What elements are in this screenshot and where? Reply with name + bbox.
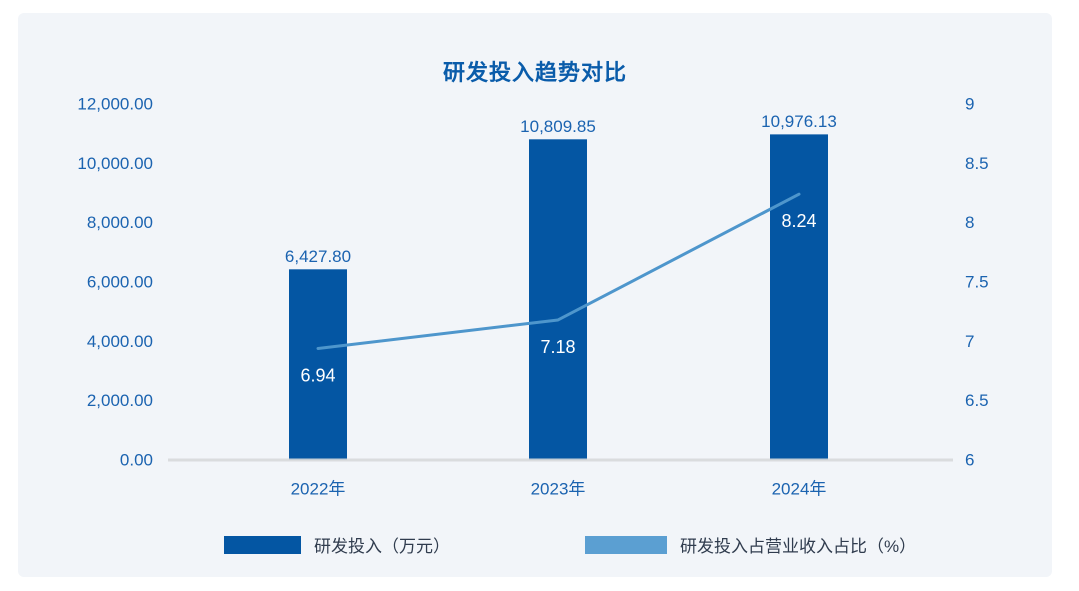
bar-value-label: 6,427.80 bbox=[285, 247, 351, 266]
x-axis-label-2023年: 2023年 bbox=[531, 480, 586, 499]
trend-line bbox=[316, 192, 801, 350]
legend-item-rd-investment[interactable]: 研发投入（万元） bbox=[224, 532, 450, 557]
line-value-label: 8.24 bbox=[781, 211, 816, 231]
chart-title: 研发投入趋势对比 bbox=[442, 60, 627, 85]
bar-value-label: 10,976.13 bbox=[761, 112, 837, 131]
left-axis-tick-label: 10,000.00 bbox=[77, 154, 153, 173]
line-value-label: 7.18 bbox=[540, 337, 575, 357]
left-axis-tick-label: 8,000.00 bbox=[87, 213, 153, 232]
right-axis-tick-label: 8 bbox=[965, 213, 974, 232]
bar-2024年 bbox=[770, 134, 828, 460]
left-axis-tick-label: 12,000.00 bbox=[77, 95, 153, 114]
line-value-label: 6.94 bbox=[300, 365, 335, 385]
right-axis-tick-label: 6.5 bbox=[965, 391, 989, 410]
bar-2023年 bbox=[529, 139, 587, 460]
legend-swatch-bar bbox=[224, 535, 301, 554]
left-axis-tick-label: 6,000.00 bbox=[87, 273, 153, 292]
bar-2022年 bbox=[289, 269, 347, 460]
legend-swatch-line bbox=[585, 535, 667, 554]
right-axis-tick-label: 8.5 bbox=[965, 154, 989, 173]
x-axis-label-2024年: 2024年 bbox=[772, 480, 827, 499]
legend-label-rd-investment: 研发投入（万元） bbox=[314, 537, 450, 556]
right-axis-tick-label: 6 bbox=[965, 451, 974, 470]
x-axis-label-2022年: 2022年 bbox=[291, 480, 346, 499]
left-axis-tick-label: 0.00 bbox=[120, 451, 153, 470]
right-axis-tick-label: 7.5 bbox=[965, 273, 989, 292]
legend-item-rd-ratio[interactable]: 研发投入占营业收入占比（%） bbox=[585, 532, 916, 557]
left-axis-tick-label: 4,000.00 bbox=[87, 332, 153, 351]
left-axis-tick-label: 2,000.00 bbox=[87, 391, 153, 410]
bar-value-label: 10,809.85 bbox=[520, 117, 596, 136]
legend-label-rd-ratio: 研发投入占营业收入占比（%） bbox=[680, 537, 917, 556]
right-axis-tick-label: 9 bbox=[965, 95, 974, 114]
right-axis-tick-label: 7 bbox=[965, 332, 974, 351]
